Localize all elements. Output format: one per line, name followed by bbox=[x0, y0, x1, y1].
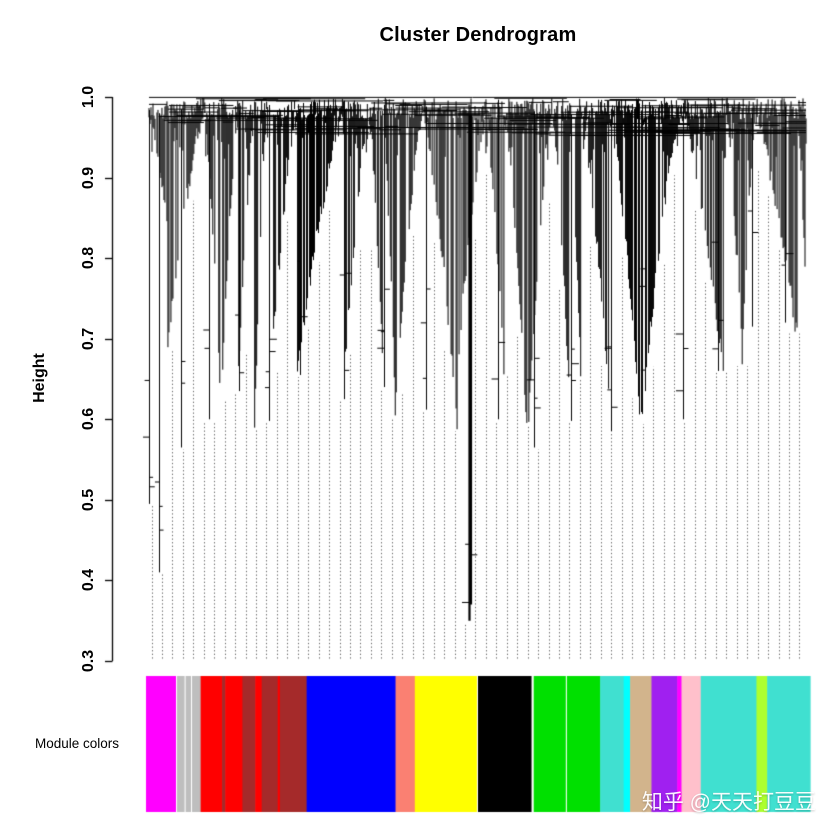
y-tick-label: 1.0 bbox=[80, 85, 97, 109]
module-colors-label: Module colors bbox=[34, 736, 120, 751]
y-tick-label: 0.5 bbox=[80, 488, 97, 511]
watermark: 知乎 @天天打豆豆 bbox=[641, 791, 816, 814]
y-tick-label: 0.8 bbox=[80, 247, 97, 270]
y-tick-label: 0.4 bbox=[80, 569, 97, 592]
y-tick-label: 0.7 bbox=[80, 327, 97, 350]
y-tick-label: 0.6 bbox=[80, 408, 97, 431]
chart-title: Cluster Dendrogram bbox=[379, 24, 577, 46]
y-tick-label: 0.9 bbox=[80, 166, 97, 189]
y-axis-label: Height bbox=[31, 353, 48, 403]
y-tick-label: 0.3 bbox=[80, 649, 97, 673]
